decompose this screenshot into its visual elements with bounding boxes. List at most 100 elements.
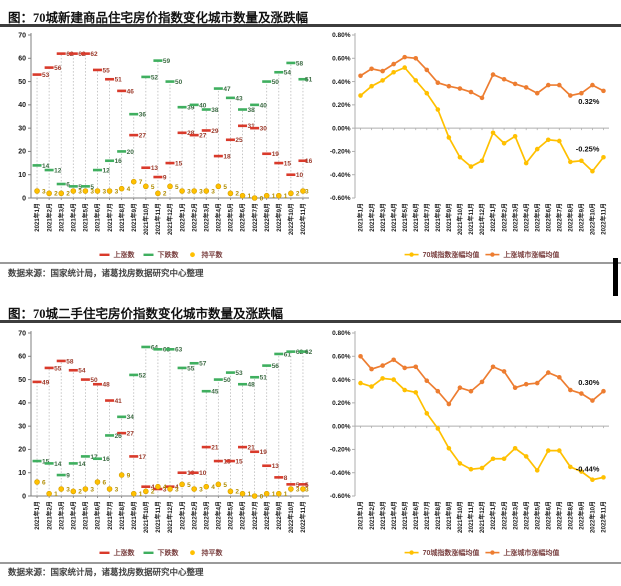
- svg-text:56: 56: [272, 363, 280, 370]
- svg-text:2022年10月: 2022年10月: [589, 203, 597, 235]
- series-上涨数: 5356626262555146271391528272918253130191…: [32, 51, 313, 181]
- svg-text:2022年7月: 2022年7月: [556, 203, 564, 232]
- svg-text:58: 58: [66, 358, 74, 365]
- svg-text:5: 5: [175, 184, 179, 191]
- svg-text:54: 54: [284, 70, 292, 77]
- new-homes-city-count-chart: 0102030405060705356626262555146271391528…: [18, 32, 312, 259]
- svg-text:43: 43: [235, 95, 243, 102]
- svg-text:4: 4: [127, 186, 131, 193]
- svg-text:5: 5: [223, 482, 227, 489]
- svg-text:2022年6月: 2022年6月: [239, 203, 247, 232]
- svg-text:2021年11月: 2021年11月: [467, 203, 475, 235]
- svg-text:2022年10月: 2022年10月: [287, 203, 295, 235]
- svg-text:2021年7月: 2021年7月: [106, 203, 114, 232]
- svg-text:上涨城市涨幅均值: 上涨城市涨幅均值: [503, 548, 559, 557]
- svg-text:9: 9: [163, 174, 167, 181]
- svg-text:2: 2: [296, 191, 300, 198]
- svg-text:2022年2月: 2022年2月: [190, 501, 198, 530]
- svg-text:3: 3: [78, 188, 82, 195]
- svg-text:60: 60: [18, 354, 26, 361]
- svg-text:48: 48: [248, 382, 256, 389]
- svg-text:3: 3: [90, 486, 94, 493]
- svg-text:8: 8: [284, 475, 288, 482]
- scrollbar-thumb[interactable]: [613, 258, 618, 296]
- svg-text:21: 21: [211, 445, 219, 452]
- svg-text:62: 62: [305, 349, 313, 356]
- svg-text:55: 55: [54, 365, 62, 372]
- new-homes-city-count-plot: 0102030405060705356626262555146271391528…: [18, 32, 312, 202]
- svg-text:6: 6: [102, 479, 106, 486]
- series-上涨数: 4955585450484127174341010211515211913855: [32, 358, 309, 493]
- svg-text:2021年10月: 2021年10月: [456, 501, 464, 533]
- svg-text:20: 20: [18, 149, 26, 156]
- svg-text:2021年9月: 2021年9月: [130, 203, 138, 232]
- svg-text:2022年11月: 2022年11月: [600, 203, 608, 235]
- svg-text:3: 3: [305, 486, 309, 493]
- secondhand-change-rate-chart: 0.80% 0.60% 0.40% 0.20% 0.00% -0.20% -0.40% -0.…: [330, 330, 609, 557]
- svg-text:10: 10: [18, 470, 26, 477]
- svg-text:53: 53: [42, 72, 50, 79]
- svg-text:2021年8月: 2021年8月: [118, 203, 126, 232]
- svg-text:2021年3月: 2021年3月: [57, 501, 65, 530]
- svg-text:2021年12月: 2021年12月: [478, 203, 486, 235]
- svg-text:13: 13: [272, 463, 280, 470]
- svg-text:2022年9月: 2022年9月: [578, 501, 586, 530]
- svg-text:1: 1: [54, 491, 58, 498]
- svg-text:0.80%: 0.80%: [332, 330, 351, 337]
- svg-text:-0.40%: -0.40%: [330, 172, 351, 179]
- svg-text:1: 1: [248, 193, 252, 200]
- svg-text:2021年9月: 2021年9月: [130, 501, 138, 530]
- svg-text:2021年11月: 2021年11月: [154, 501, 162, 533]
- svg-text:上涨数: 上涨数: [114, 548, 136, 557]
- svg-text:2021年5月: 2021年5月: [82, 501, 90, 530]
- svg-text:0.60%: 0.60%: [332, 55, 351, 62]
- svg-text:3: 3: [42, 188, 46, 195]
- svg-text:3: 3: [211, 188, 215, 195]
- svg-text:40: 40: [18, 102, 26, 109]
- svg-text:2022年2月: 2022年2月: [190, 203, 198, 232]
- svg-text:-0.60%: -0.60%: [330, 195, 351, 202]
- title-underline: [0, 24, 621, 27]
- svg-text:17: 17: [139, 454, 147, 461]
- svg-text:2022年4月: 2022年4月: [522, 501, 530, 530]
- svg-text:62: 62: [90, 51, 98, 58]
- svg-text:2022年1月: 2022年1月: [489, 501, 497, 530]
- svg-text:39: 39: [187, 105, 195, 112]
- svg-text:2022年3月: 2022年3月: [511, 501, 519, 530]
- svg-text:10: 10: [18, 172, 26, 179]
- svg-text:2021年4月: 2021年4月: [390, 203, 398, 232]
- svg-text:2022年6月: 2022年6月: [239, 501, 247, 530]
- svg-text:2021年8月: 2021年8月: [434, 203, 442, 232]
- svg-text:2022年8月: 2022年8月: [567, 203, 575, 232]
- svg-text:2021年10月: 2021年10月: [142, 203, 150, 235]
- svg-text:63: 63: [175, 347, 183, 354]
- svg-text:0.80%: 0.80%: [332, 32, 351, 39]
- svg-text:2021年5月: 2021年5月: [82, 203, 90, 232]
- svg-text:-0.40%: -0.40%: [330, 470, 351, 477]
- svg-text:4: 4: [175, 484, 179, 491]
- secondhand-change-rate-plot: 0.80% 0.60% 0.40% 0.20% 0.00% -0.20% -0.40% -0.…: [330, 330, 609, 500]
- svg-text:51: 51: [305, 77, 313, 84]
- secondhand-city-count-plot: 0102030405060704955585450484127174341010…: [18, 330, 312, 500]
- svg-text:26: 26: [115, 433, 123, 440]
- svg-text:0.40%: 0.40%: [332, 377, 351, 384]
- svg-text:27: 27: [127, 431, 135, 438]
- svg-text:2021年11月: 2021年11月: [154, 203, 162, 235]
- svg-text:2021年6月: 2021年6月: [94, 203, 102, 232]
- svg-text:53: 53: [235, 370, 243, 377]
- svg-text:2022年6月: 2022年6月: [544, 501, 552, 530]
- svg-text:54: 54: [78, 368, 86, 375]
- svg-text:2021年9月: 2021年9月: [445, 501, 453, 530]
- svg-text:2: 2: [235, 191, 239, 198]
- svg-text:20: 20: [127, 149, 135, 156]
- svg-text:28: 28: [187, 130, 195, 137]
- svg-text:-0.20%: -0.20%: [330, 447, 351, 454]
- series-上涨城市涨幅均值: [358, 54, 606, 101]
- svg-text:0.30%: 0.30%: [578, 378, 600, 387]
- svg-text:2021年6月: 2021年6月: [412, 501, 420, 530]
- svg-text:18: 18: [223, 153, 231, 160]
- svg-text:0: 0: [260, 195, 264, 202]
- svg-text:70城指数涨幅均值: 70城指数涨幅均值: [423, 548, 480, 557]
